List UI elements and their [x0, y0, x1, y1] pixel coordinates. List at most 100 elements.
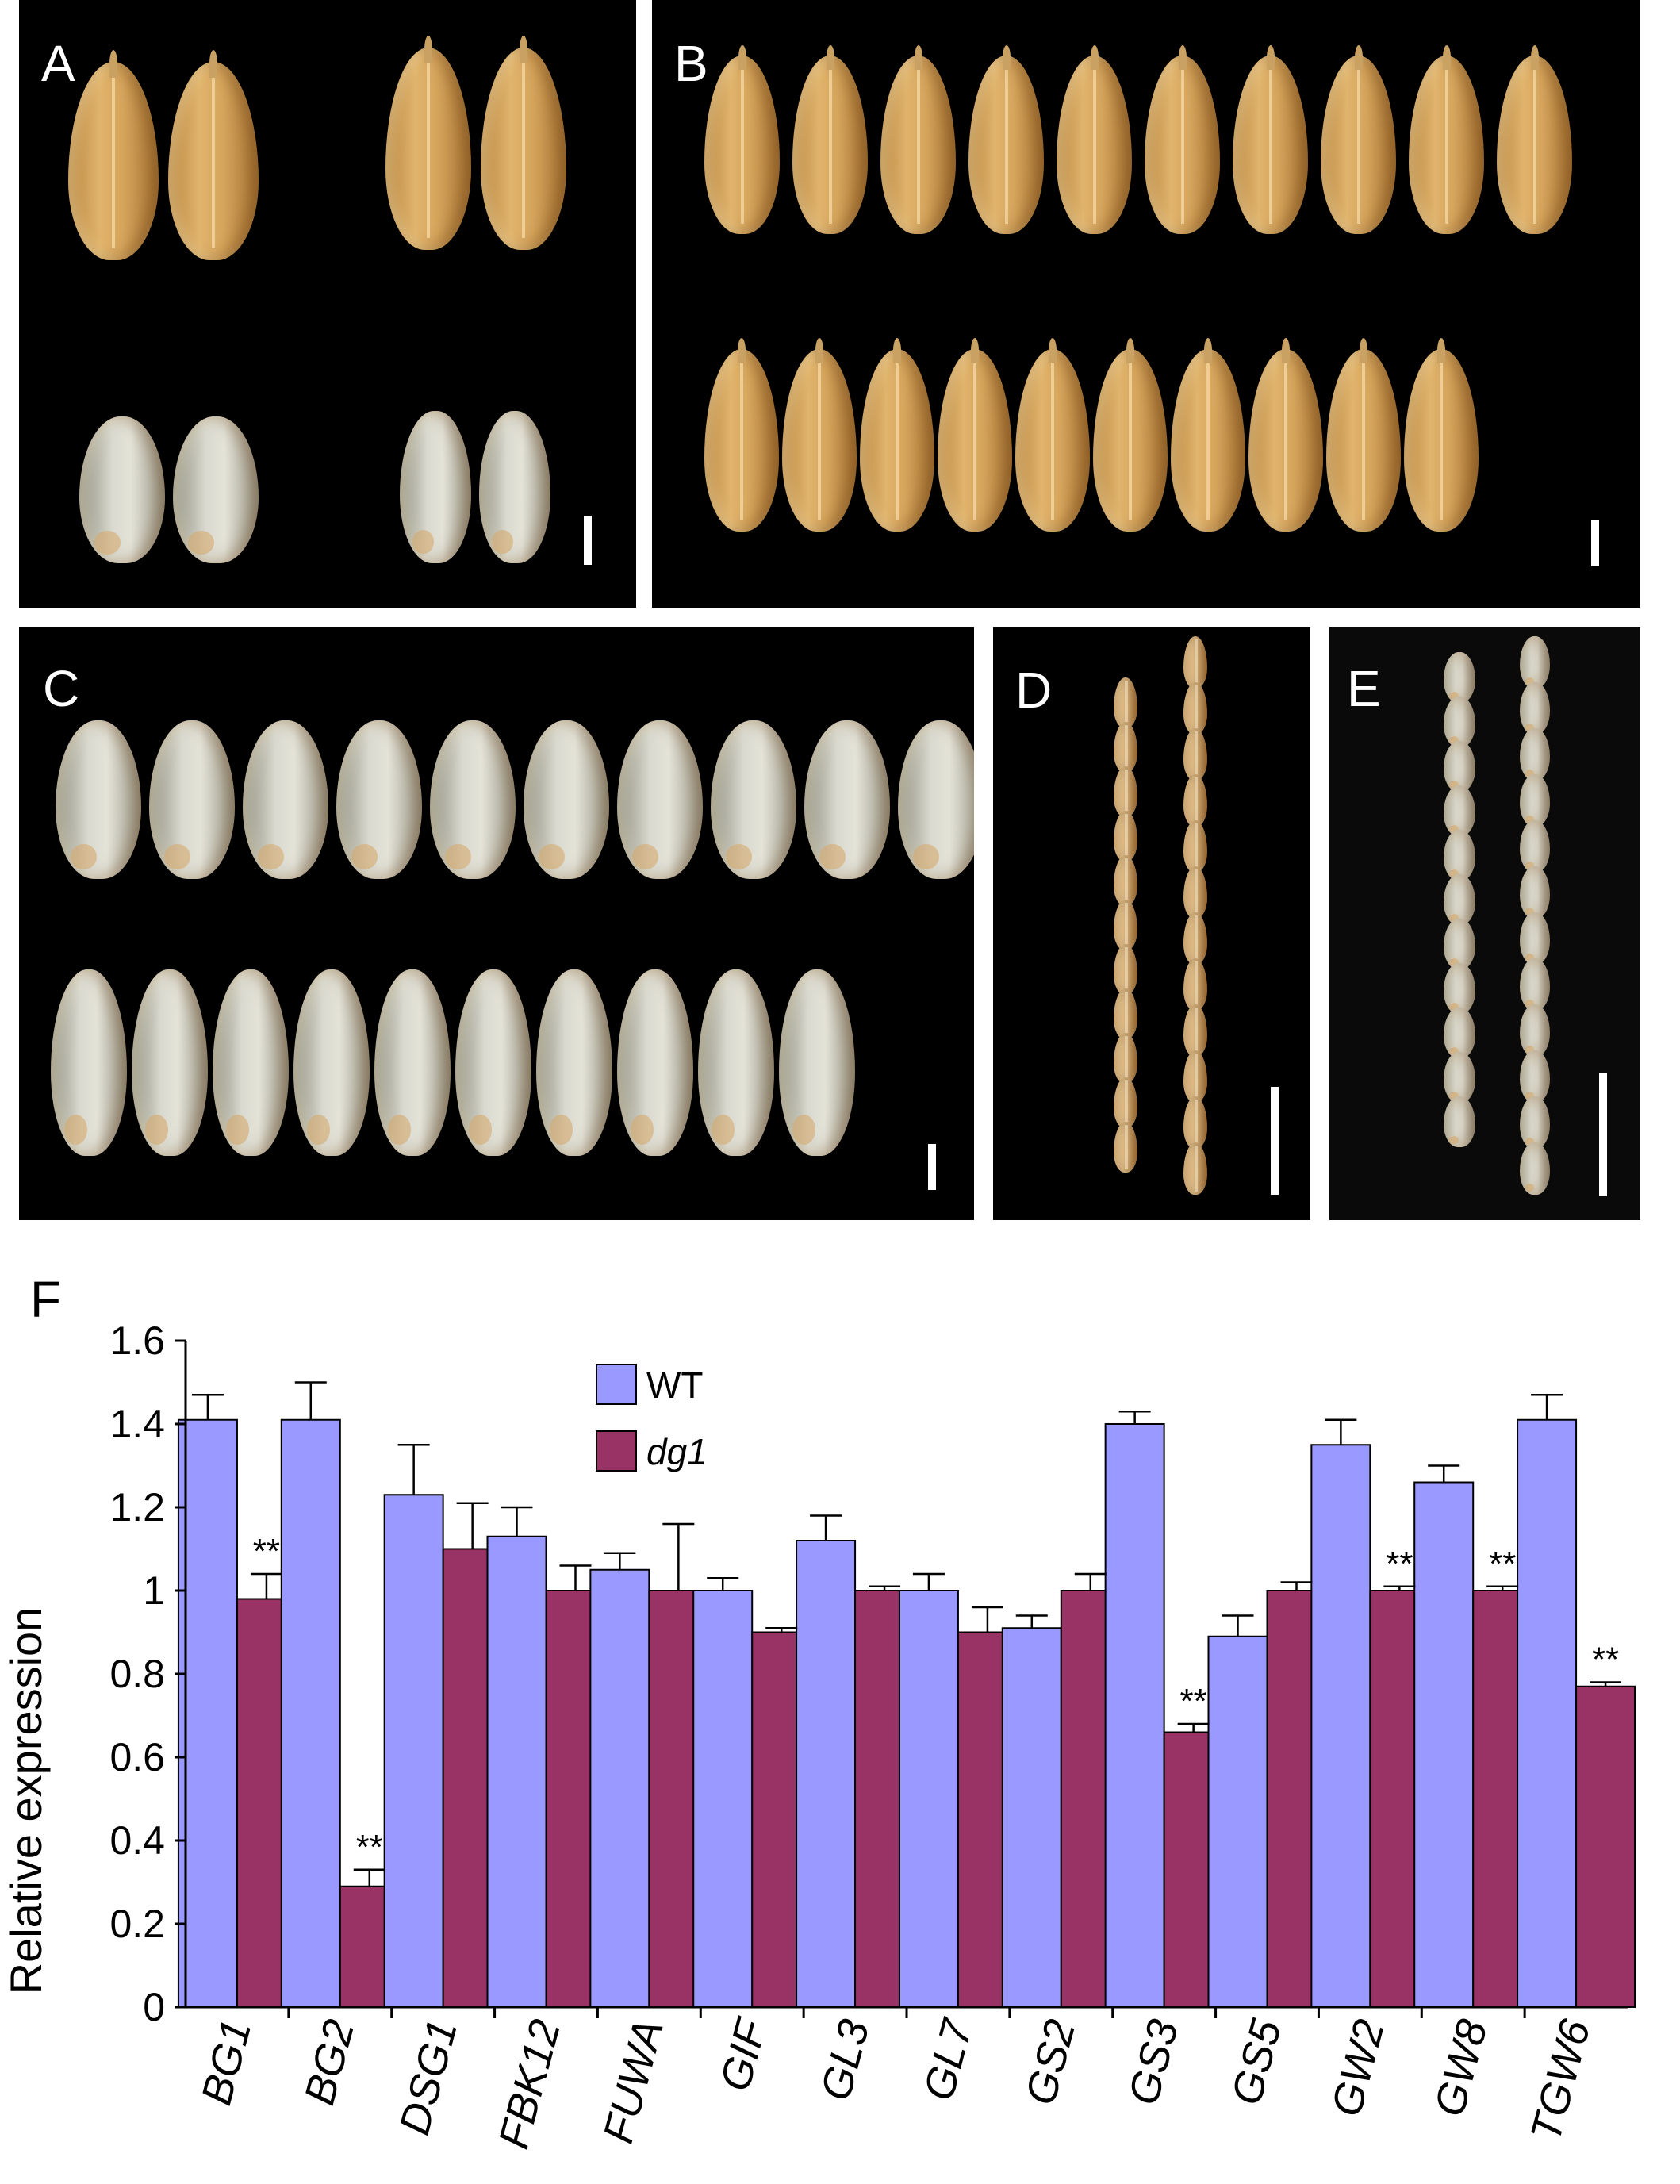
grain-row-milled — [79, 416, 259, 563]
y-axis-title: Relative expression — [1, 1607, 51, 1995]
grain — [1183, 820, 1207, 873]
panel-b-photo: B — [652, 0, 1640, 608]
grain — [1409, 44, 1484, 234]
grain — [1183, 866, 1207, 919]
x-category-label: BG2 — [295, 2015, 363, 2110]
grain — [1183, 682, 1207, 735]
bar-wt — [1001, 1627, 1062, 2008]
grain — [1233, 44, 1308, 234]
significance-marker: ** — [1592, 1641, 1619, 1679]
grain-chain-wt — [1114, 677, 1137, 1173]
grain — [168, 50, 259, 260]
grain — [213, 969, 289, 1156]
grain — [1520, 1096, 1550, 1149]
x-category-label: GS5 — [1222, 2014, 1291, 2110]
grain — [1520, 728, 1550, 781]
grain — [860, 338, 934, 532]
significance-marker: ** — [253, 1532, 280, 1571]
grain — [617, 720, 703, 879]
panel-c-label: C — [43, 660, 80, 717]
y-tick-label: 0 — [143, 1985, 165, 2029]
panel-d-photo: D — [993, 627, 1310, 1220]
grain-row-dg1-milled — [51, 969, 855, 1156]
grain — [1114, 1033, 1137, 1084]
grain — [1114, 855, 1137, 906]
grain — [1444, 919, 1475, 969]
grain — [51, 969, 127, 1156]
grain — [1183, 728, 1207, 781]
x-category-label: GS3 — [1119, 2015, 1187, 2110]
grain-chain-dg1-milled — [1520, 636, 1550, 1195]
panel-a-photo: A — [19, 0, 636, 608]
grain — [1183, 774, 1207, 827]
grain — [779, 969, 855, 1156]
grain — [1444, 874, 1475, 925]
grain — [1520, 1050, 1550, 1103]
grain — [1114, 722, 1137, 773]
grain — [1093, 338, 1168, 532]
grain — [1183, 1142, 1207, 1195]
panel-f-label: F — [30, 1271, 61, 1328]
grain — [385, 35, 471, 250]
grain — [1114, 900, 1137, 950]
grain-chain-wt-milled — [1444, 652, 1475, 1147]
grain — [1444, 1008, 1475, 1058]
bar-wt — [796, 1540, 857, 2008]
y-tick-label: 1.4 — [109, 1402, 165, 1446]
grain — [617, 969, 693, 1156]
grain — [1520, 682, 1550, 735]
grain-chain-dg1 — [1183, 636, 1207, 1195]
grain — [1183, 1050, 1207, 1103]
x-category-label: BG1 — [193, 2015, 261, 2110]
grain — [56, 720, 141, 879]
panel-c-photo: C — [19, 627, 974, 1220]
scale-bar — [1591, 520, 1599, 566]
x-category-label: GW8 — [1425, 2015, 1497, 2121]
expression-bar-chart: F Relative expression 0 0.2 0.4 0.6 0.8 1 1.2 1… — [1, 1271, 1636, 2154]
grain — [1114, 1077, 1137, 1128]
grain — [1444, 1052, 1475, 1103]
grain — [1520, 636, 1550, 689]
panel-b-label: B — [674, 35, 708, 92]
y-tick-label: 1 — [143, 1568, 165, 1613]
bar-wt — [1207, 1635, 1268, 2008]
bar-wt — [589, 1568, 650, 2008]
y-tick-label: 0.2 — [109, 1902, 165, 1946]
grain — [400, 411, 471, 563]
x-category-label: DSG1 — [390, 2015, 466, 2140]
grain — [1183, 1004, 1207, 1057]
x-category-label: GS2 — [1016, 2015, 1084, 2110]
grain-row-husked — [385, 35, 566, 250]
panel-d-label: D — [1015, 662, 1053, 719]
panel-e-photo: E — [1329, 627, 1640, 1220]
grain — [1520, 912, 1550, 965]
grain — [1444, 830, 1475, 881]
grain — [68, 50, 159, 260]
bar-wt — [1517, 1418, 1578, 2008]
x-category-label: GIF — [712, 2013, 777, 2096]
grain — [782, 338, 857, 532]
grain — [536, 969, 612, 1156]
legend-label-dg1: dg1 — [646, 1431, 708, 1472]
grain — [1057, 44, 1132, 234]
grain — [938, 338, 1012, 532]
grain — [1114, 944, 1137, 995]
x-category-label: FBK12 — [489, 2015, 570, 2154]
grain — [1114, 766, 1137, 817]
grain — [1145, 44, 1220, 234]
grain — [1444, 1096, 1475, 1147]
bar-wt — [1310, 1444, 1371, 2008]
bar-wt — [898, 1590, 959, 2008]
bar-wt — [692, 1590, 754, 2008]
grain — [898, 720, 974, 879]
significance-marker: ** — [1386, 1545, 1413, 1583]
grain — [1114, 811, 1137, 862]
bar-wt — [1413, 1481, 1475, 2008]
grain — [1015, 338, 1090, 532]
bar-wt — [383, 1494, 444, 2008]
grain — [968, 44, 1044, 234]
bar-wt — [280, 1418, 341, 2008]
grain — [1444, 963, 1475, 1014]
bar-wt — [1104, 1423, 1165, 2008]
grain-row-wt-milled — [56, 720, 974, 879]
